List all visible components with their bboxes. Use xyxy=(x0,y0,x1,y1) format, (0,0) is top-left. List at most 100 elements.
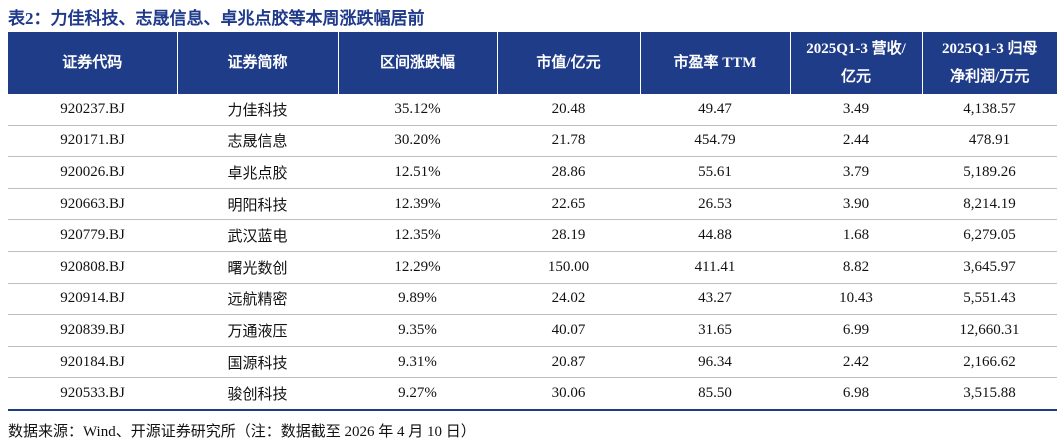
table-cell: 曙光数创 xyxy=(177,251,338,284)
header-line: 证券简称 xyxy=(227,55,288,71)
table-cell: 12.51% xyxy=(338,156,497,189)
table-cell: 志晟信息 xyxy=(177,125,338,158)
table-cell: 骏创科技 xyxy=(177,377,338,411)
table-cell: 454.79 xyxy=(640,125,790,158)
table-row: 920171.BJ 志晟信息 30.20% 21.78 454.79 2.44 478.91 xyxy=(8,125,1057,158)
table-cell: 3,515.88 xyxy=(922,377,1057,411)
table-cell: 6.98 xyxy=(790,377,922,411)
table-cell: 30.06 xyxy=(497,377,640,411)
table-cell: 85.50 xyxy=(640,377,790,411)
header-row: 证券代码 证券简称 区间涨跌幅 市值/亿元 市盈率 TTM 2025Q1-3 营收/亿元 2… xyxy=(8,32,1057,94)
table-cell: 920779.BJ xyxy=(8,219,177,252)
table-cell: 3,645.97 xyxy=(922,251,1057,284)
header-line: 市值/亿元 xyxy=(536,55,601,71)
source-note: 数据来源：Wind、开源证券研究所（注：数据截至 2026 年 4 月 10 日… xyxy=(8,424,476,440)
table-cell: 8.82 xyxy=(790,251,922,284)
table-row: 920779.BJ 武汉蓝电 12.35% 28.19 44.88 1.68 6,279.0… xyxy=(8,219,1057,252)
table-cell: 5,189.26 xyxy=(922,156,1057,189)
table-cell: 920839.BJ xyxy=(8,314,177,347)
column-header: 区间涨跌幅 xyxy=(337,32,497,94)
table-cell: 卓兆点胶 xyxy=(177,156,338,189)
table-row: 920808.BJ 曙光数创 12.29% 150.00 411.41 8.82 3,645… xyxy=(8,251,1057,284)
column-header: 证券代码 xyxy=(8,32,177,94)
table-body: 920237.BJ 力佳科技 35.12% 20.48 49.47 3.49 4,138.5… xyxy=(8,94,1057,411)
table-cell: 920663.BJ xyxy=(8,188,177,221)
table-cell: 49.47 xyxy=(640,94,790,126)
header-line: 亿元 xyxy=(840,69,871,85)
table-row: 920184.BJ 国源科技 9.31% 20.87 96.34 2.42 2,166.62 xyxy=(8,346,1057,379)
header-line: 净利润/万元 xyxy=(950,69,1030,85)
table-title: 表2：力佳科技、志晟信息、卓兆点胶等本周涨跌幅居前 xyxy=(8,9,425,28)
table-cell: 万通液压 xyxy=(177,314,338,347)
column-header: 2025Q1-3 归母 净利润/万元 xyxy=(921,32,1057,94)
column-header: 市盈率 TTM xyxy=(639,32,790,94)
table-cell: 9.35% xyxy=(338,314,497,347)
table-cell: 6,279.05 xyxy=(922,219,1057,252)
table-cell: 12.39% xyxy=(338,188,497,221)
table-cell: 150.00 xyxy=(497,251,640,284)
table-cell: 30.20% xyxy=(338,125,497,158)
table-cell: 920237.BJ xyxy=(8,94,177,126)
table-cell: 411.41 xyxy=(640,251,790,284)
column-header: 市值/亿元 xyxy=(496,32,640,94)
table-cell: 920184.BJ xyxy=(8,346,177,379)
table-cell: 478.91 xyxy=(922,125,1057,158)
table-cell: 920171.BJ xyxy=(8,125,177,158)
table-cell: 2,166.62 xyxy=(922,346,1057,379)
table-cell: 20.87 xyxy=(497,346,640,379)
table-cell: 国源科技 xyxy=(177,346,338,379)
table-cell: 1.68 xyxy=(790,219,922,252)
table-cell: 远航精密 xyxy=(177,283,338,316)
table-cell: 9.31% xyxy=(338,346,497,379)
table-cell: 26.53 xyxy=(640,188,790,221)
table-cell: 35.12% xyxy=(338,94,497,126)
table-cell: 920914.BJ xyxy=(8,283,177,316)
table-cell: 9.27% xyxy=(338,377,497,411)
table-row: 920663.BJ 明阳科技 12.39% 22.65 26.53 3.90 8,214.1… xyxy=(8,188,1057,221)
table-cell: 2.42 xyxy=(790,346,922,379)
table-cell: 96.34 xyxy=(640,346,790,379)
table-row: 920533.BJ 骏创科技 9.27% 30.06 85.50 6.98 3,515.88 xyxy=(8,377,1057,411)
table-cell: 明阳科技 xyxy=(177,188,338,221)
table-cell: 10.43 xyxy=(790,283,922,316)
table-cell: 5,551.43 xyxy=(922,283,1057,316)
header-line: 2025Q1-3 归母 xyxy=(942,41,1038,57)
table-row: 920026.BJ 卓兆点胶 12.51% 28.86 55.61 3.79 5,189.2… xyxy=(8,156,1057,189)
table-cell: 12.29% xyxy=(338,251,497,284)
table-cell: 920533.BJ xyxy=(8,377,177,411)
table-row: 920237.BJ 力佳科技 35.12% 20.48 49.47 3.49 4,138.5… xyxy=(8,94,1057,126)
table-cell: 40.07 xyxy=(497,314,640,347)
table-cell: 31.65 xyxy=(640,314,790,347)
table-row: 920839.BJ 万通液压 9.35% 40.07 31.65 6.99 12,660.3… xyxy=(8,314,1057,347)
table-cell: 20.48 xyxy=(497,94,640,126)
table-cell: 3.49 xyxy=(790,94,922,126)
table-cell: 24.02 xyxy=(497,283,640,316)
table-cell: 22.65 xyxy=(497,188,640,221)
header-line: 市盈率 TTM xyxy=(673,55,757,71)
table-cell: 武汉蓝电 xyxy=(177,219,338,252)
table-cell: 3.90 xyxy=(790,188,922,221)
column-header: 证券简称 xyxy=(176,32,338,94)
table-cell: 2.44 xyxy=(790,125,922,158)
table-cell: 21.78 xyxy=(497,125,640,158)
table-cell: 920026.BJ xyxy=(8,156,177,189)
table-cell: 44.88 xyxy=(640,219,790,252)
table-cell: 28.19 xyxy=(497,219,640,252)
data-table: 证券代码 证券简称 区间涨跌幅 市值/亿元 市盈率 TTM 2025Q1-3 营收/亿元 2… xyxy=(8,32,1057,411)
column-header: 2025Q1-3 营收/亿元 xyxy=(789,32,922,94)
table-cell: 8,214.19 xyxy=(922,188,1057,221)
table-cell: 6.99 xyxy=(790,314,922,347)
table-cell: 28.86 xyxy=(497,156,640,189)
table-row: 920914.BJ 远航精密 9.89% 24.02 43.27 10.43 5,551.4… xyxy=(8,283,1057,316)
table-cell: 力佳科技 xyxy=(177,94,338,126)
table-cell: 920808.BJ xyxy=(8,251,177,284)
header-line: 2025Q1-3 营收/ xyxy=(806,41,906,57)
table-cell: 3.79 xyxy=(790,156,922,189)
table-cell: 4,138.57 xyxy=(922,94,1057,126)
header-line: 证券代码 xyxy=(62,55,123,71)
table-cell: 9.89% xyxy=(338,283,497,316)
header-line: 区间涨跌幅 xyxy=(379,55,455,71)
table-cell: 43.27 xyxy=(640,283,790,316)
table-cell: 12,660.31 xyxy=(922,314,1057,347)
